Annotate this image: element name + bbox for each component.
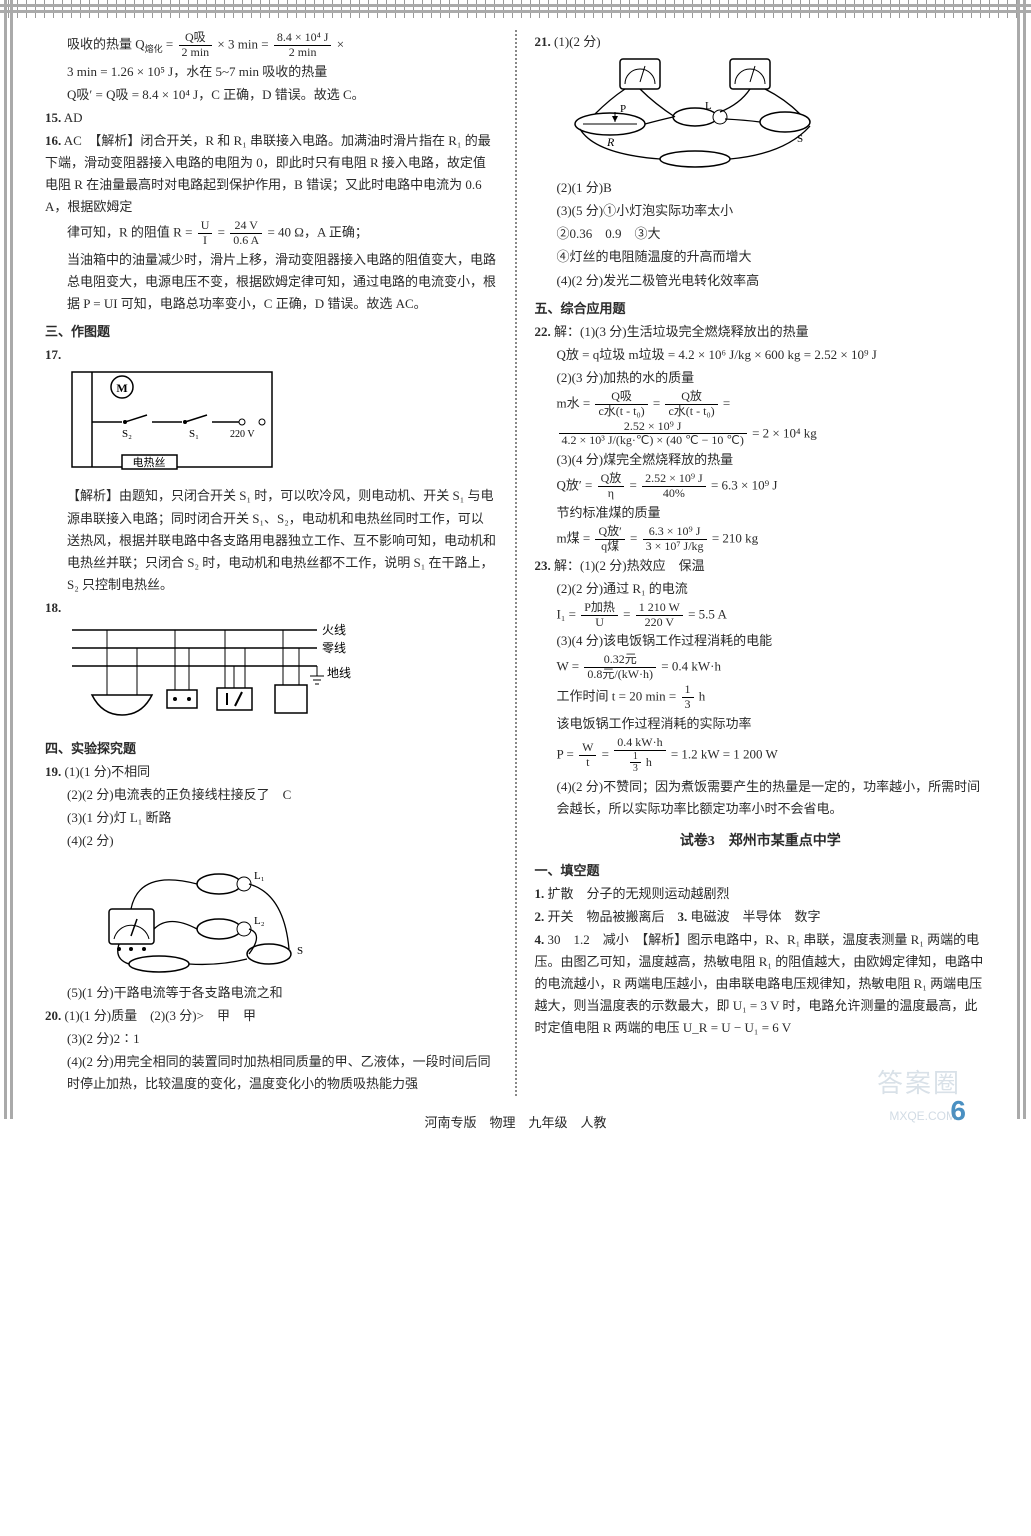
q23-eq4: P = Wt = 0.4 kW·h 13 h = 1.2 kW = 1 200 … (535, 736, 987, 775)
border-right (1013, 0, 1031, 1119)
left-column: 吸收的热量 Q熔化 = Q吸2 min × 3 min = 8.4 × 10⁴ … (45, 30, 497, 1096)
q23-p4: 该电饭锅工作过程消耗的实际功率 (535, 713, 987, 735)
q23-intro: 23. 解：(1)(2 分)热效应 保温 (535, 555, 987, 577)
q21-p3: (3)(5 分)①小灯泡实际功率太小 (535, 200, 987, 222)
test3-q4: 4. 30 1.2 减小 【解析】图示电路中，R、R₁ 串联，温度表测量 R₁ … (535, 929, 987, 1039)
q20-p3: (4)(2 分)用完全相同的装置同时加热相同质量的甲、乙液体，一段时间后同时停止… (45, 1051, 497, 1095)
q19-p2: (2)(2 分)电流表的正负接线柱接反了 C (45, 784, 497, 806)
svg-text:L₁: L₁ (254, 870, 265, 882)
border-left (0, 0, 18, 1119)
q22-p4: 节约标准煤的质量 (535, 502, 987, 524)
q22-p2: (2)(3 分)加热的水的质量 (535, 367, 987, 389)
q23-p3: (3)(4 分)该电饭锅工作过程消耗的电能 (535, 630, 987, 652)
test3-section1: 一、填空题 (535, 860, 987, 882)
q19-p5: (5)(1 分)干路电流等于各支路电流之和 (45, 982, 497, 1004)
q14-cont-line1: 吸收的热量 Q熔化 = Q吸2 min × 3 min = 8.4 × 10⁴ … (45, 31, 497, 60)
svg-text:P: P (620, 103, 626, 115)
q21-p6: (4)(2 分)发光二极管光电转化效率高 (535, 270, 987, 292)
q15: 15. AD (45, 107, 497, 129)
q22-eq3: Q放′ = Q放η = 2.52 × 10⁹ J40% = 6.3 × 10⁹ … (535, 472, 987, 501)
q20-p2: (3)(2 分)2∶1 (45, 1028, 497, 1050)
svg-text:L₂: L₂ (254, 915, 265, 927)
q20-p1: 20. (1)(1 分)质量 (2)(3 分)> 甲 甲 (45, 1005, 497, 1027)
q16-text3: 当油箱中的油量减少时，滑片上移，滑动变阻器接入电路的阻值变大，电路总电阻变大，电… (45, 249, 497, 315)
svg-text:S: S (297, 945, 303, 957)
border-top (0, 0, 1031, 18)
footer-text: 河南专版 物理 九年级 人教 (424, 1115, 606, 1130)
q16-head: 16. AC 【解析】闭合开关，R 和 R₁ 串联接入电路。加满油时滑片指在 R… (45, 130, 497, 218)
test3-q1: 1. 扩散 分子的无规则运动越剧烈 (535, 883, 987, 905)
q21-p2: (2)(1 分)B (535, 177, 987, 199)
q23-eq2: W = 0.32元0.8元/(kW·h) = 0.4 kW·h (535, 653, 987, 682)
test3-title: 试卷3 郑州市某重点中学 (535, 830, 987, 854)
q19-p1: 19. (1)(1 分)不相同 (45, 761, 497, 783)
column-divider (515, 30, 517, 1096)
q14-cont-line2: 3 min = 1.26 × 10⁵ J，水在 5~7 min 吸收的热量 (45, 61, 497, 83)
q17-num: 17. (45, 344, 497, 366)
q19-p3: (3)(1 分)灯 L₁ 断路 (45, 807, 497, 829)
right-column: 21. (1)(2 分) R P L S (535, 30, 987, 1096)
q21-p4: ②0.36 0.9 ③大 (535, 223, 987, 245)
q22-intro: 22. 解：(1)(3 分)生活垃圾完全燃烧释放出的热量 (535, 321, 987, 343)
svg-text:火线: 火线 (322, 623, 346, 637)
svg-text:电热丝: 电热丝 (133, 456, 166, 469)
q22-eq1: Q放 = q垃圾 m垃圾 = 4.2 × 10⁶ J/kg × 600 kg =… (535, 344, 987, 366)
svg-text:S₂: S₂ (122, 428, 132, 440)
watermark-logo: 答案圈 (877, 1062, 961, 1106)
q17-circuit-diagram: M S₂ S₁ 220 V 电热丝 (67, 367, 497, 484)
q14-cont-line3: Q吸′ = Q吸 = 8.4 × 10⁴ J，C 正确，D 错误。故选 C。 (45, 84, 497, 106)
svg-text:S₁: S₁ (189, 428, 199, 440)
q18-wiring-diagram: 火线 零线 地线 (67, 620, 497, 732)
svg-text:地线: 地线 (327, 666, 351, 680)
q23-p5: (4)(2 分)不赞同；因为煮饭需要产生的热量是一定的，功率越小，所需时间会越长… (535, 776, 987, 820)
q22-eq4: m煤 = Q放′q煤 = 6.3 × 10⁹ J3 × 10⁷ J/kg = 2… (535, 525, 987, 554)
q23-p2: (2)(2 分)通过 R₁ 的电流 (535, 578, 987, 600)
section4-heading: 四、实验探究题 (45, 738, 497, 760)
q19-circuit-diagram: L₁ L₂ S (89, 854, 497, 981)
svg-text:R: R (606, 135, 615, 149)
svg-text:零线: 零线 (322, 641, 346, 655)
q23-eq3: 工作时间 t = 20 min = 13 h (535, 683, 987, 712)
svg-text:M: M (116, 381, 127, 395)
q21-circuit-diagram: R P L S (565, 54, 987, 176)
page-footer: 河南专版 物理 九年级 人教 6 答案圈 MXQE.COM (45, 1112, 986, 1134)
svg-text:220 V: 220 V (230, 429, 255, 440)
q17-analysis: 【解析】由题知，只闭合开关 S₁ 时，可以吹冷风，则电动机、开关 S₁ 与电源串… (45, 485, 497, 595)
test3-q2-q3: 2. 开关 物品被搬离后 3. 电磁波 半导体 数字 (535, 906, 987, 928)
section5-heading: 五、综合应用题 (535, 298, 987, 320)
q22-eq2b: 2.52 × 10⁹ J4.2 × 10³ J/(kg·℃) × (40 ℃ −… (535, 420, 987, 449)
q23-eq1: I₁ = P加热U = 1 210 W220 V = 5.5 A (535, 601, 987, 630)
q19-p4: (4)(2 分) (45, 830, 497, 852)
watermark-url: MXQE.COM (889, 1106, 956, 1126)
q16-eq: 律可知，R 的阻值 R = UI = 24 V0.6 A = 40 Ω，A 正确… (45, 219, 497, 248)
section3-heading: 三、作图题 (45, 321, 497, 343)
q18-num: 18. (45, 597, 497, 619)
q21-p5: ④灯丝的电阻随温度的升高而增大 (535, 246, 987, 268)
svg-text:L: L (705, 100, 712, 112)
q21-p1: 21. (1)(2 分) (535, 31, 987, 53)
q22-p3: (3)(4 分)煤完全燃烧释放的热量 (535, 449, 987, 471)
q22-eq2: m水 = Q吸c水(t - t₀) = Q放c水(t - t₀) = (535, 390, 987, 419)
